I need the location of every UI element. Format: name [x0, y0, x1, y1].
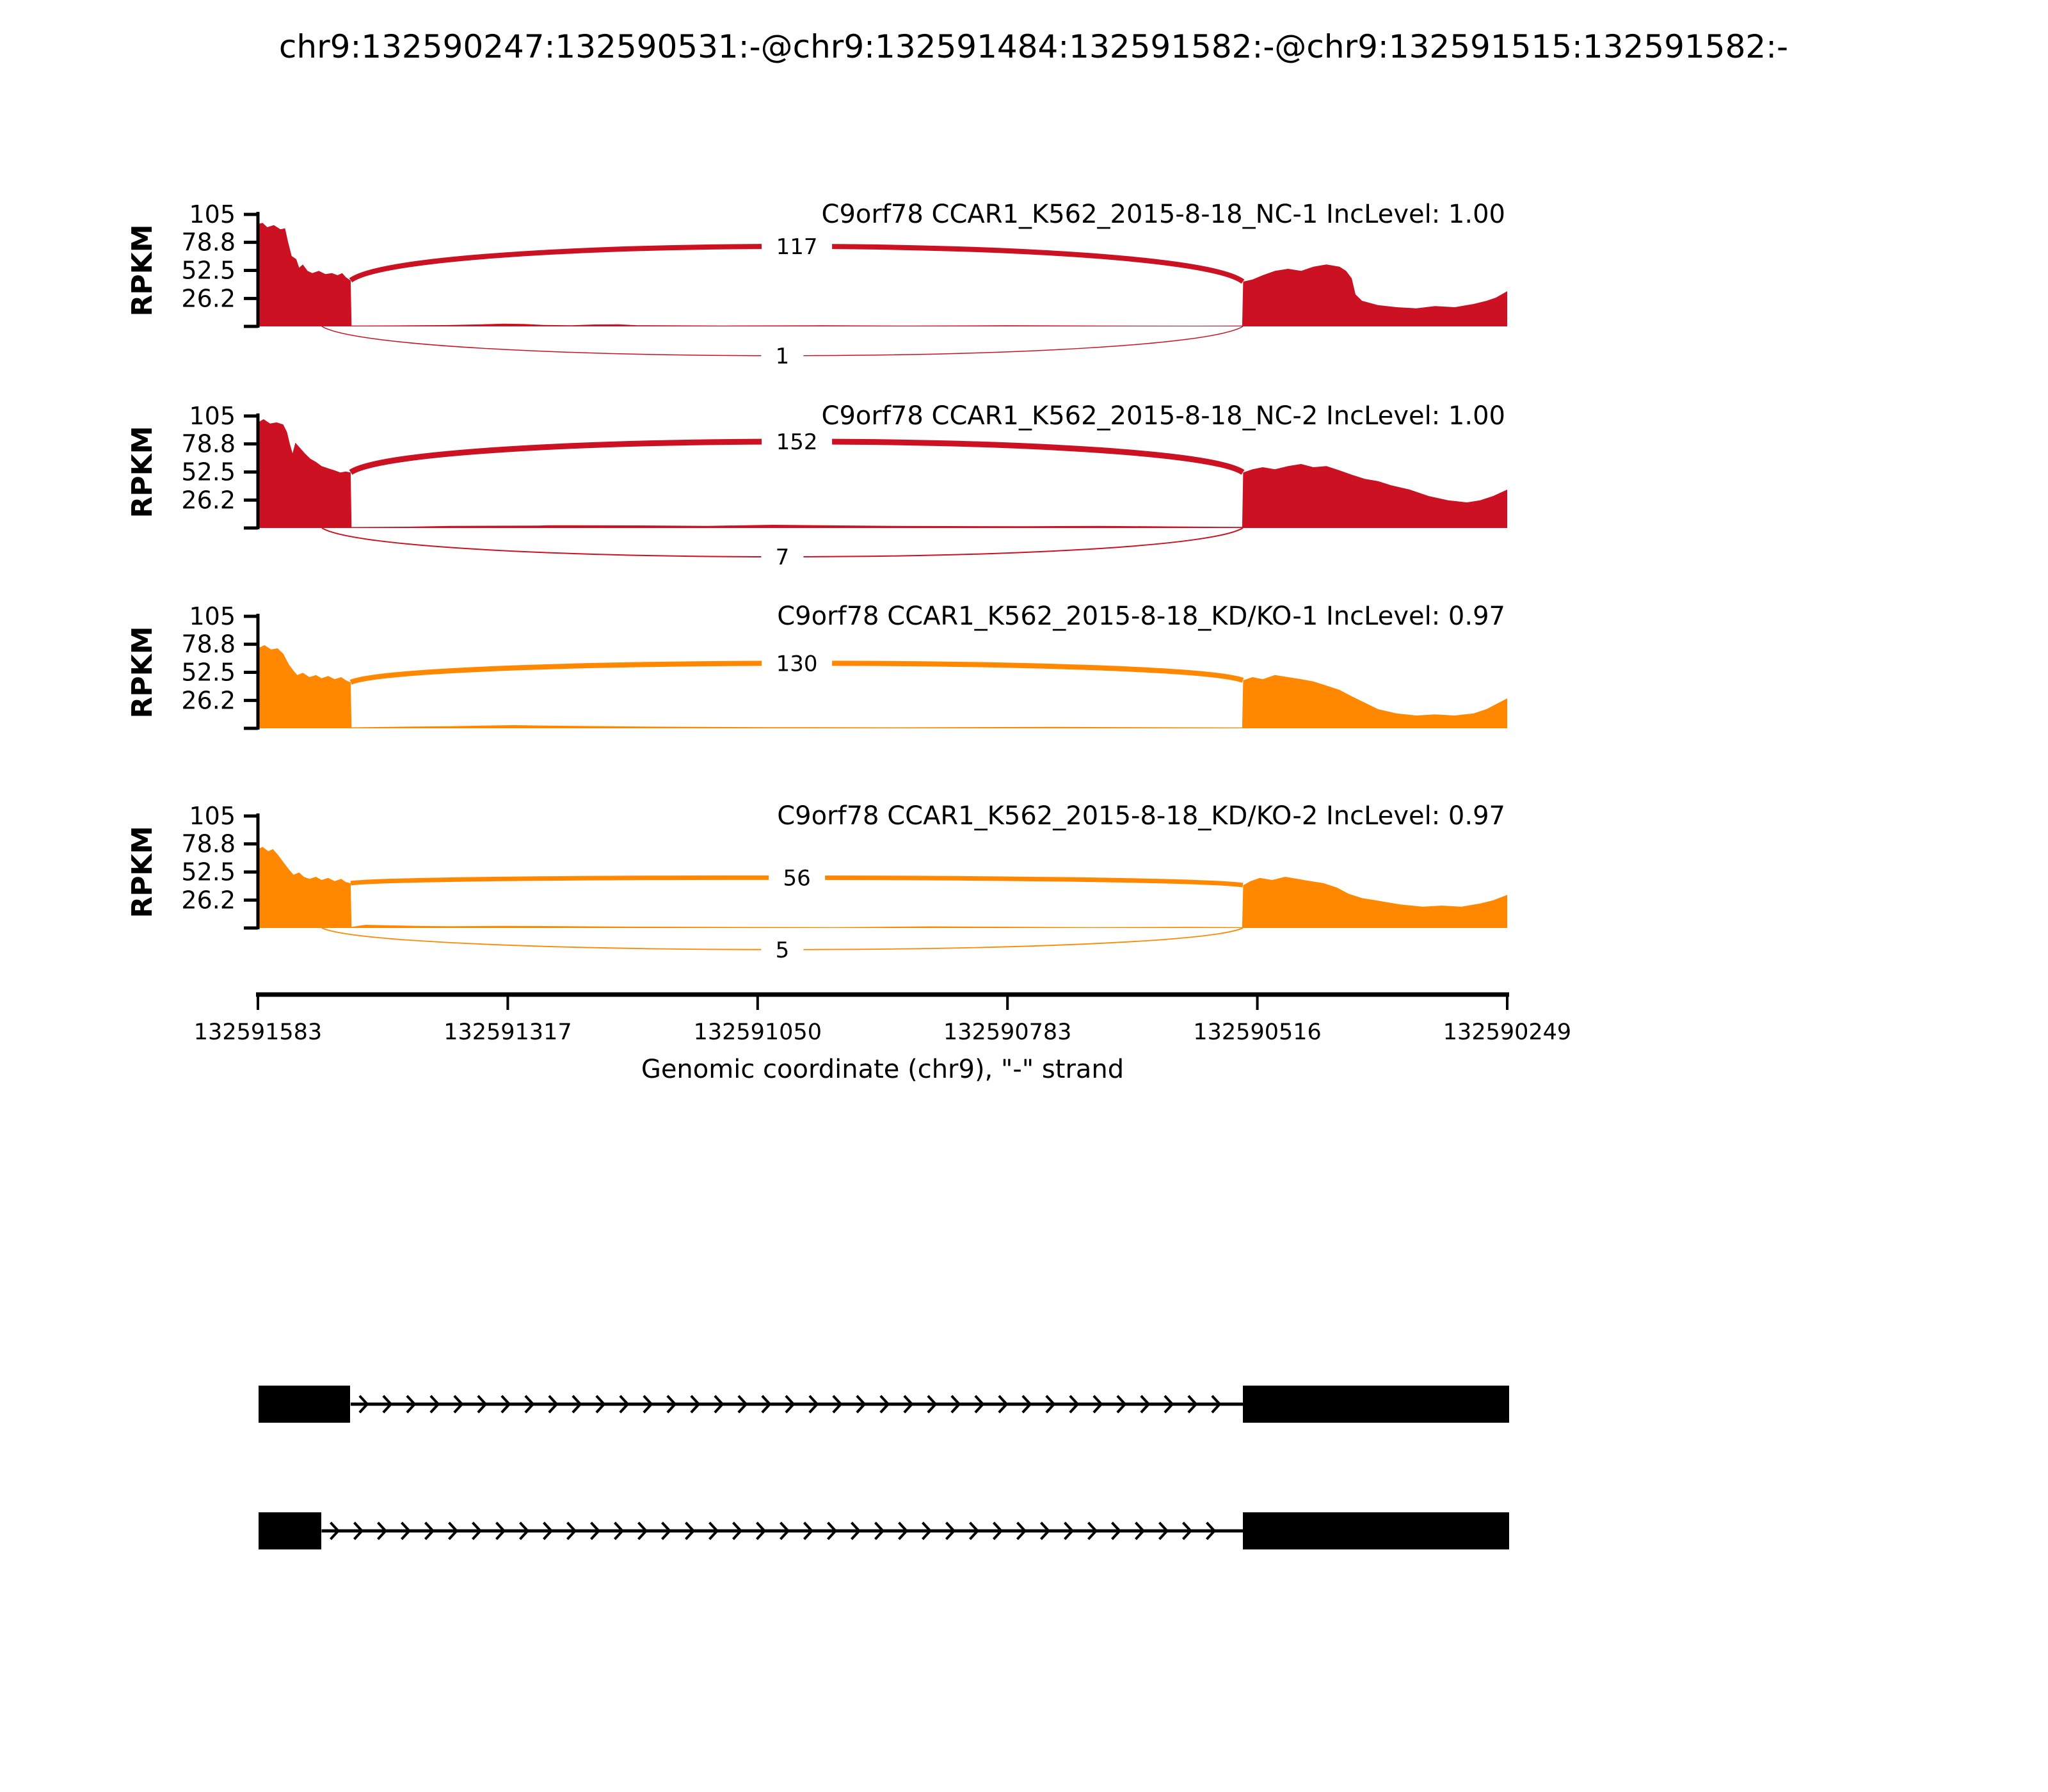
- junction-count-label: 7: [776, 545, 790, 570]
- x-tick-label: 132590783: [943, 1020, 1071, 1045]
- track-3: C9orf78 CCAR1_K562_2015-8-18_KD/KO-2 Inc…: [126, 801, 1507, 966]
- y-tick-label: 78.8: [181, 228, 236, 257]
- track-graphics: [244, 813, 1507, 966]
- track-title: C9orf78 CCAR1_K562_2015-8-18_KD/KO-2 Inc…: [777, 801, 1505, 831]
- junction-count-label: 152: [776, 429, 818, 455]
- page-title: chr9:132590247:132590531:-@chr9:13259148…: [279, 28, 1788, 65]
- junction-count-label: 117: [776, 234, 818, 260]
- y-tick-label: 78.8: [181, 430, 236, 458]
- y-tick-label: 78.8: [181, 830, 236, 858]
- y-tick-label: 52.5: [181, 458, 236, 486]
- junction-count-label: 5: [776, 938, 790, 963]
- y-tick-label: 26.2: [181, 284, 236, 312]
- track-title: C9orf78 CCAR1_K562_2015-8-18_KD/KO-1 Inc…: [777, 602, 1505, 631]
- y-tick-label: 52.5: [181, 858, 236, 886]
- x-tick-label: 132591317: [444, 1020, 572, 1045]
- x-tick-label: 132590516: [1193, 1020, 1321, 1045]
- x-tick-label: 132590249: [1443, 1020, 1571, 1045]
- track-title: C9orf78 CCAR1_K562_2015-8-18_NC-2 IncLev…: [822, 401, 1505, 431]
- x-axis-graphics: [256, 992, 1509, 1010]
- isoform-track: [259, 1386, 1509, 1549]
- y-tick-label: 105: [189, 802, 236, 830]
- x-tick-label: 132591583: [194, 1020, 322, 1045]
- y-tick-label: 105: [189, 200, 236, 228]
- y-tick-label: 105: [189, 602, 236, 630]
- y-tick-label: 26.2: [181, 486, 236, 514]
- y-axis-label: RPKM: [126, 626, 159, 718]
- y-axis-label: RPKM: [126, 826, 159, 918]
- track-1: C9orf78 CCAR1_K562_2015-8-18_NC-2 IncLev…: [126, 401, 1507, 573]
- track-graphics: [244, 212, 1507, 372]
- track-2: C9orf78 CCAR1_K562_2015-8-18_KD/KO-1 Inc…: [126, 602, 1507, 730]
- y-tick-label: 52.5: [181, 257, 236, 285]
- track-graphics: [244, 614, 1507, 730]
- y-tick-label: 26.2: [181, 686, 236, 714]
- x-axis-title: Genomic coordinate (chr9), "-" strand: [641, 1055, 1124, 1084]
- isoform-graphics: [259, 1386, 1509, 1549]
- y-tick-label: 52.5: [181, 659, 236, 687]
- y-tick-label: 78.8: [181, 630, 236, 659]
- junction-count-label: 56: [783, 866, 810, 892]
- y-axis-label: RPKM: [126, 224, 159, 316]
- track-title: C9orf78 CCAR1_K562_2015-8-18_NC-1 IncLev…: [822, 200, 1505, 229]
- junction-count-label: 130: [776, 651, 818, 676]
- track-graphics: [244, 413, 1507, 573]
- y-axis-label: RPKM: [126, 426, 159, 518]
- x-tick-label: 132591050: [694, 1020, 822, 1045]
- track-0: C9orf78 CCAR1_K562_2015-8-18_NC-1 IncLev…: [126, 200, 1507, 372]
- y-tick-label: 26.2: [181, 886, 236, 914]
- y-tick-label: 105: [189, 402, 236, 430]
- junction-count-label: 1: [776, 344, 790, 369]
- x-axis: 132591583 132591317 132591050 132590783 …: [194, 992, 1571, 1084]
